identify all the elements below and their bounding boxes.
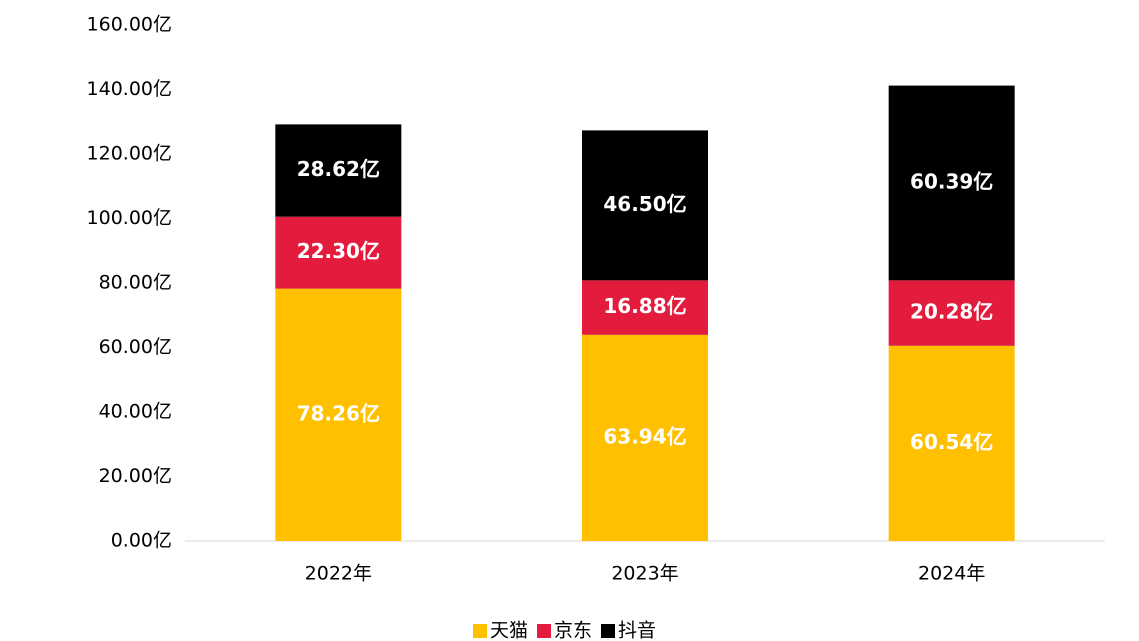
y-tick-label: 0.00亿 <box>111 530 172 552</box>
y-tick-label: 100.00亿 <box>87 207 172 229</box>
y-tick-label: 160.00亿 <box>87 14 172 36</box>
bar-segment <box>582 130 708 281</box>
bar-segment <box>888 280 1015 346</box>
data-label: 60.39亿 <box>910 169 993 193</box>
x-tick-label: 2024年 <box>918 563 985 585</box>
y-tick-label: 120.00亿 <box>87 143 172 165</box>
legend-swatch <box>473 624 487 638</box>
data-label: 28.62亿 <box>297 157 380 181</box>
data-label: 22.30亿 <box>297 239 380 263</box>
data-label: 46.50亿 <box>603 192 686 216</box>
bar-segment <box>275 288 402 541</box>
y-tick-label: 80.00亿 <box>99 272 172 294</box>
y-tick-label: 60.00亿 <box>99 336 172 358</box>
legend-label: 天猫 <box>490 620 528 641</box>
data-label: 63.94亿 <box>603 424 686 448</box>
bar-segment <box>275 216 402 289</box>
y-tick-label: 20.00亿 <box>99 465 172 487</box>
data-label: 20.28亿 <box>910 300 993 324</box>
x-tick-label: 2023年 <box>611 563 678 585</box>
bar-segment <box>888 345 1015 541</box>
data-label: 78.26亿 <box>297 401 380 425</box>
y-tick-label: 140.00亿 <box>87 78 172 100</box>
bar-segment <box>582 280 708 335</box>
data-label: 16.88亿 <box>603 294 686 318</box>
legend-label: 京东 <box>554 620 592 641</box>
y-tick-label: 40.00亿 <box>99 401 172 423</box>
x-tick-label: 2022年 <box>305 563 372 585</box>
legend-swatch <box>601 624 615 638</box>
legend-label: 抖音 <box>618 620 656 641</box>
bar-segment <box>888 85 1015 281</box>
bar-segment <box>582 334 708 541</box>
data-label: 60.54亿 <box>910 430 993 454</box>
bar-segment <box>275 124 402 217</box>
legend-swatch <box>537 624 551 638</box>
